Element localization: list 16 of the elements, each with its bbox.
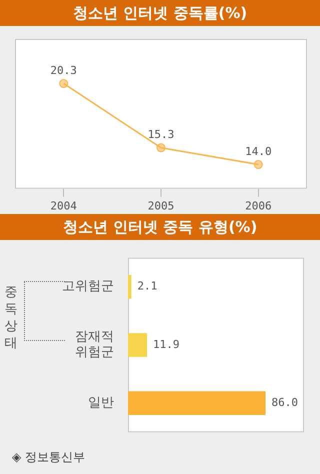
- y-axis-title: 중독상태: [4, 284, 18, 352]
- chart-title: 청소년 인터넷 중독 유형(%): [0, 214, 320, 240]
- data-label: 2.1: [137, 280, 158, 293]
- x-tick-label: 2004: [50, 199, 78, 212]
- data-label: 15.3: [148, 128, 174, 142]
- text: ◈ 정보통신부: [12, 449, 86, 466]
- data-label: 14.0: [245, 144, 272, 158]
- data-label: 86.0: [272, 396, 298, 409]
- y-tick-label: 잠재적 위험군: [75, 330, 114, 360]
- x-tick-label: 2005: [148, 199, 174, 212]
- data-label: 11.9: [153, 338, 180, 351]
- y-tick-label: 고위험군: [62, 279, 114, 294]
- chart-title: 청소년 인터넷 중독률(%): [0, 0, 320, 26]
- x-tick-label: 2006: [245, 199, 272, 212]
- data-label: 20.3: [50, 64, 77, 77]
- y-tick-label: 일반: [88, 396, 114, 411]
